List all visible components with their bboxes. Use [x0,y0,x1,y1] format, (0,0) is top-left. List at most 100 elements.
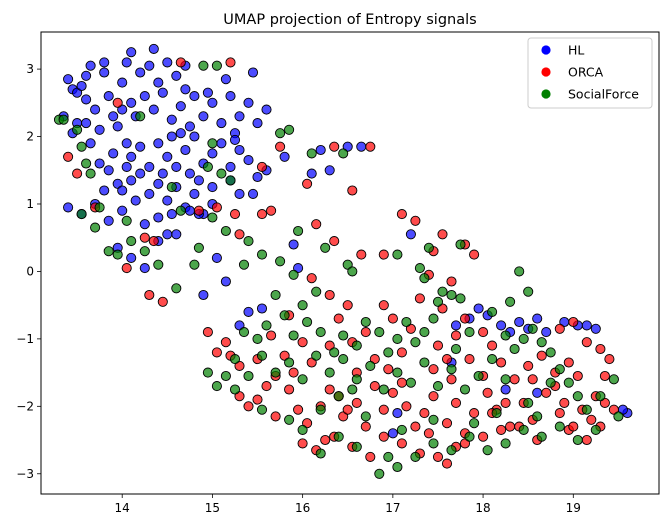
point-orca [266,330,277,341]
point-socialforce [419,327,430,338]
point-socialforce [211,60,222,71]
point-orca [604,354,615,365]
axes-layer: 14 15 16 17 18 19 −3 −2 −1 0 1 2 3 [16,62,581,515]
point-hl [247,67,259,78]
point-socialforce [225,175,236,186]
point-hl [148,104,159,115]
point-hl [496,320,507,331]
point-socialforce [500,330,511,341]
point-socialforce [505,296,516,307]
point-hl [387,428,398,439]
point-hl [166,209,177,220]
point-socialforce [256,350,268,361]
point-hl [532,313,543,324]
point-hl [162,57,173,68]
point-socialforce [338,330,349,341]
point-socialforce [275,128,286,139]
point-hl [252,171,263,183]
point-orca [342,300,353,311]
point-orca [229,209,241,220]
y-tick-label: 3 [26,62,34,76]
point-orca [256,209,268,220]
point-hl [76,80,87,92]
point-hl [171,229,182,240]
point-orca [527,374,538,385]
point-socialforce [166,182,177,193]
point-orca [437,229,448,240]
point-orca [144,289,155,301]
point-orca [428,391,439,402]
point-hl [514,316,525,328]
legend-marker-orca [541,67,551,77]
point-orca [554,323,565,334]
point-hl [85,138,96,149]
point-orca [175,57,186,68]
point-socialforce [293,225,304,237]
point-orca [446,374,457,385]
point-orca [410,215,421,226]
point-orca [351,397,362,408]
point-hl [473,303,484,314]
point-socialforce [193,242,204,253]
y-tick-label: 1 [26,197,34,211]
point-socialforce [536,337,547,348]
point-hl [180,144,191,156]
point-orca [428,364,439,375]
point-hl [117,77,128,88]
point-orca [261,381,272,392]
point-orca [441,418,453,429]
point-hl [315,144,326,156]
point-hl [180,84,191,95]
point-socialforce [396,424,407,435]
point-socialforce [252,333,263,344]
point-hl [392,408,403,419]
point-orca [220,337,231,348]
point-orca [193,205,204,216]
point-hl [166,131,177,142]
point-orca [523,360,534,371]
x-tick-label: 14 [115,501,130,515]
point-orca [148,236,159,247]
point-socialforce [432,296,444,307]
point-socialforce [103,246,114,257]
point-orca [378,431,389,442]
point-hl [135,168,146,179]
point-socialforce [446,289,457,301]
point-hl [532,387,543,398]
point-orca [112,97,123,108]
point-socialforce [419,357,430,368]
point-hl [207,148,218,159]
point-orca [450,330,462,341]
point-orca [423,428,434,439]
point-hl [175,128,186,139]
point-socialforce [261,320,272,331]
point-socialforce [414,263,425,274]
point-hl [126,47,137,58]
x-tick-label: 18 [475,501,490,515]
point-socialforce [392,367,403,378]
point-orca [324,289,335,301]
point-socialforce [383,347,394,358]
point-hl [63,74,74,85]
point-orca [500,397,511,408]
y-tick-label: 0 [26,264,34,278]
point-orca [396,438,407,449]
point-socialforce [315,448,326,459]
point-hl [157,87,168,98]
point-hl [198,289,209,301]
point-socialforce [229,354,241,365]
point-hl [162,229,173,240]
point-socialforce [126,236,137,247]
point-socialforce [572,434,583,446]
point-socialforce [76,141,87,152]
point-socialforce [487,354,498,365]
point-orca [446,276,457,287]
point-hl [243,306,254,317]
point-socialforce [455,239,466,250]
point-socialforce [437,286,448,297]
point-socialforce [284,124,295,135]
point-orca [234,229,245,240]
point-hl [252,118,263,129]
point-hl [207,182,218,193]
point-hl [184,205,195,216]
